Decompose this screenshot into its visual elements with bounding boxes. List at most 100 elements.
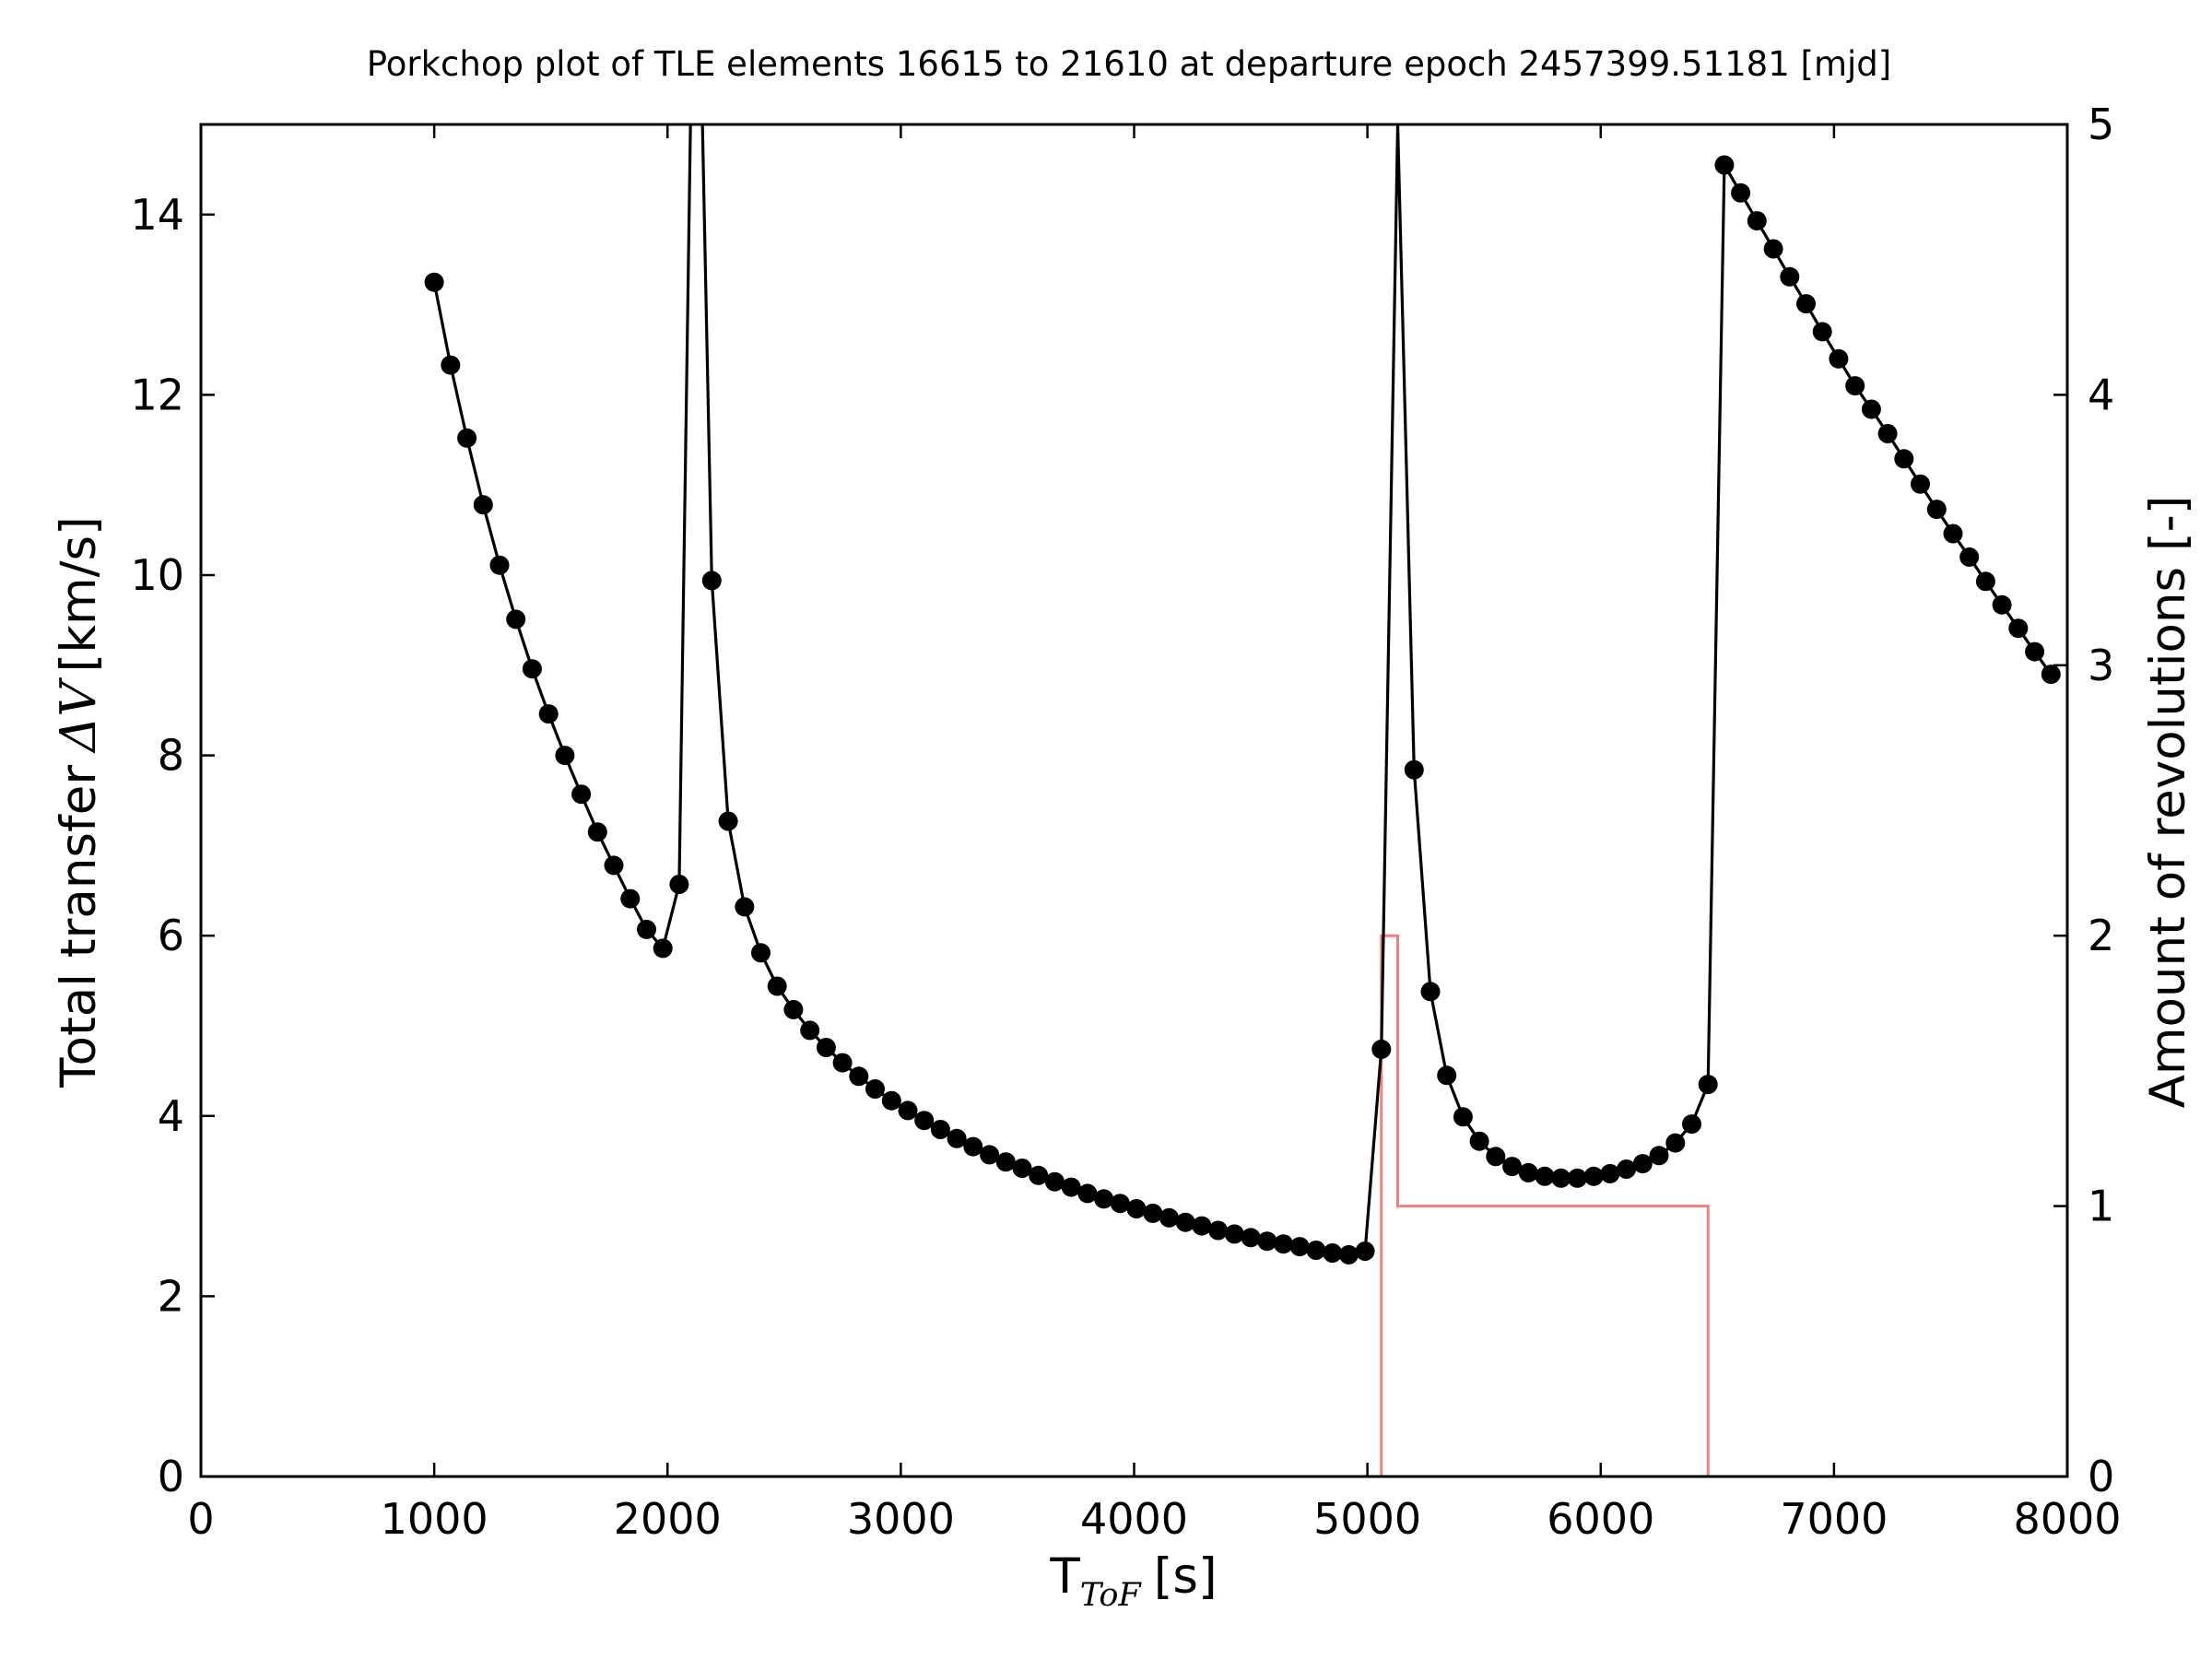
delta-v-marker [1029,1165,1049,1185]
delta-v-marker [1535,1166,1555,1186]
x-tick-label: 8000 [2013,1494,2121,1544]
y-right-tick-label: 0 [2088,1452,2114,1501]
delta-v-marker [849,1066,869,1087]
plot-frame [199,123,2069,1478]
delta-v-marker [441,355,461,375]
x-tick-label: 2000 [614,1494,722,1544]
delta-v-marker [1469,1131,1489,1151]
delta-v-marker [963,1136,983,1157]
y-left-tick-label: 10 [130,550,184,600]
delta-v-marker [522,659,542,679]
delta-v-marker [1992,594,2012,615]
delta-v-marker [1126,1199,1147,1218]
delta-v-marker [1323,1243,1343,1263]
delta-v-marker [1274,1234,1293,1254]
delta-v-marker [1682,1114,1701,1135]
delta-v-marker [1747,211,1767,231]
delta-v-marker [1306,1241,1326,1260]
delta-v-marker [1845,376,1865,396]
delta-v-marker [653,938,673,959]
delta-v-marker [1567,1168,1587,1188]
delta-v-marker [832,1053,853,1073]
delta-v-marker [1617,1159,1637,1179]
delta-v-marker [767,976,787,996]
x-tick-label: 4000 [1080,1494,1188,1544]
delta-v-marker [1289,1237,1310,1257]
delta-v-marker [1829,348,1849,369]
y-right-tick-label: 1 [2088,1182,2114,1231]
delta-v-marker [701,571,722,591]
delta-v-marker [1583,1166,1604,1186]
delta-v-line [432,124,2053,1256]
y-axis-label-right: Amount of revolutions [-] [2140,496,2196,1109]
x-axis-label-main: T [1049,1548,1080,1605]
delta-v-marker [457,428,477,448]
delta-v-marker [1714,155,1735,175]
y-left-tick-label: 8 [158,731,184,781]
delta-v-marker [735,897,755,917]
delta-v-marker [1551,1168,1571,1188]
delta-v-marker [1404,759,1424,780]
delta-v-marker [1780,266,1800,287]
delta-v-marker [1926,500,1947,520]
x-axis-label-unit: [s] [1154,1548,1218,1605]
x-tick-label: 1000 [381,1494,488,1544]
delta-v-marker [489,555,510,575]
y-left-tick-label: 4 [158,1091,184,1141]
x-tick-label: 7000 [1780,1494,1888,1544]
delta-v-marker [1763,239,1783,259]
delta-v-marker [1649,1146,1669,1166]
delta-v-marker [1943,524,1963,544]
delta-v-marker [865,1079,885,1099]
delta-v-marker [1110,1194,1130,1214]
delta-v-marker [1812,322,1832,342]
delta-v-marker [620,888,641,909]
delta-v-marker [1600,1163,1620,1183]
delta-v-marker [800,1020,820,1041]
y-right-tick-label: 2 [2088,911,2114,960]
chart-title: Porkchop plot of TLE elements 16615 to 2… [367,44,1891,84]
delta-v-marker [506,609,526,629]
y-axis-label-left-symbol: ΔV [51,677,107,754]
delta-v-marker [1143,1203,1163,1223]
delta-v-marker [1486,1147,1506,1167]
delta-v-marker [1012,1159,1032,1178]
x-tick-label: 5000 [1313,1494,1421,1544]
delta-v-marker [930,1120,950,1139]
delta-v-marker [555,746,575,766]
delta-v-marker [1077,1183,1098,1204]
delta-v-marker [1861,399,1881,419]
delta-v-marker [1453,1107,1473,1127]
x-tick-label: 3000 [847,1494,955,1544]
y-left-tick-label: 0 [158,1452,184,1501]
delta-v-marker [881,1090,901,1111]
delta-v-marker [1975,571,1995,592]
y-right-tick-label: 3 [2088,641,2114,690]
x-axis-label: TToF [s] [1049,1548,1217,1614]
delta-v-marker [1731,182,1751,203]
delta-v-marker [980,1145,1000,1165]
delta-v-marker [1894,449,1914,469]
delta-v-marker [1208,1220,1229,1241]
delta-v-marker [1911,474,1930,494]
delta-v-marker [571,784,592,805]
delta-v-marker [914,1111,935,1131]
y-left-tick-label: 6 [158,911,184,960]
delta-v-marker [1044,1171,1065,1192]
y-left-tick-label: 2 [158,1271,184,1321]
y-left-tick-label: 12 [130,370,184,419]
delta-v-marker [1094,1189,1114,1209]
x-axis-label-subscript: ToF [1080,1577,1143,1614]
delta-v-marker [1355,1241,1375,1261]
delta-v-marker [1241,1228,1261,1248]
revolutions-step-line [1380,934,1710,1477]
x-tick-label: 6000 [1547,1494,1654,1544]
delta-v-marker [424,272,444,292]
delta-v-marker [1338,1244,1359,1265]
delta-v-marker [1420,982,1441,1002]
delta-v-marker [751,943,771,963]
delta-v-marker [669,875,689,894]
delta-v-marker [783,999,804,1019]
delta-v-marker [1502,1157,1523,1177]
